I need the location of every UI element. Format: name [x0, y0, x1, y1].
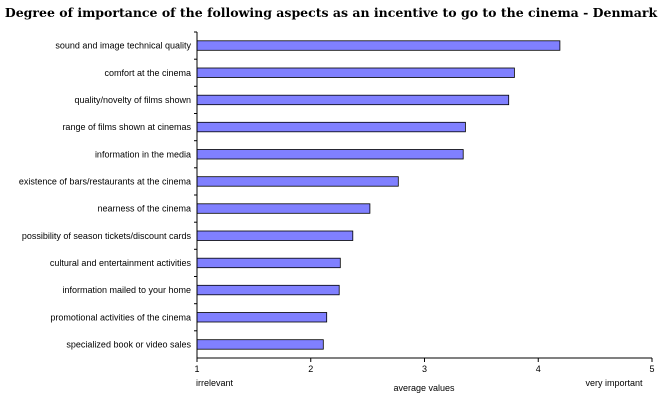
category-label: information in the media — [95, 149, 191, 159]
bar — [196, 257, 341, 269]
category-label: promotional activities of the cinema — [50, 312, 191, 322]
bars-layer — [194, 31, 561, 350]
category-labels: sound and image technical quality comfort… — [19, 41, 192, 350]
bar — [196, 121, 466, 133]
x-tick-label: 4 — [536, 364, 541, 374]
x-axis-ticks: 1 2 3 4 5 — [194, 358, 655, 374]
chart-title: Degree of importance of the following as… — [5, 5, 658, 20]
bar — [196, 284, 340, 296]
category-label: comfort at the cinema — [104, 68, 191, 78]
bar — [196, 176, 399, 187]
x-axis-high-label: very important — [585, 378, 643, 388]
bar — [196, 203, 371, 214]
bar — [196, 339, 324, 350]
bar — [196, 67, 515, 78]
bar — [196, 94, 510, 106]
category-label: cultural and entertainment activities — [50, 258, 192, 268]
bar — [196, 40, 561, 51]
x-axis-low-label: irrelevant — [196, 378, 234, 388]
category-label: quality/novelty of films shown — [74, 95, 191, 105]
x-tick-label: 2 — [308, 364, 313, 374]
category-label: range of films shown at cinemas — [62, 122, 191, 132]
x-tick-label: 5 — [649, 364, 654, 374]
bar — [196, 230, 354, 241]
bar — [196, 149, 464, 160]
x-tick-label: 3 — [422, 364, 427, 374]
x-axis-label: average values — [393, 383, 455, 393]
category-label: nearness of the cinema — [97, 204, 191, 214]
category-label: information mailed to your home — [62, 285, 191, 295]
bar — [196, 312, 328, 323]
category-label: existence of bars/restaurants at the cin… — [19, 176, 191, 186]
x-tick-label: 1 — [194, 364, 199, 374]
category-label: possibility of season tickets/discount c… — [22, 231, 192, 241]
category-label: specialized book or video sales — [66, 339, 191, 349]
category-label: sound and image technical quality — [55, 41, 191, 51]
